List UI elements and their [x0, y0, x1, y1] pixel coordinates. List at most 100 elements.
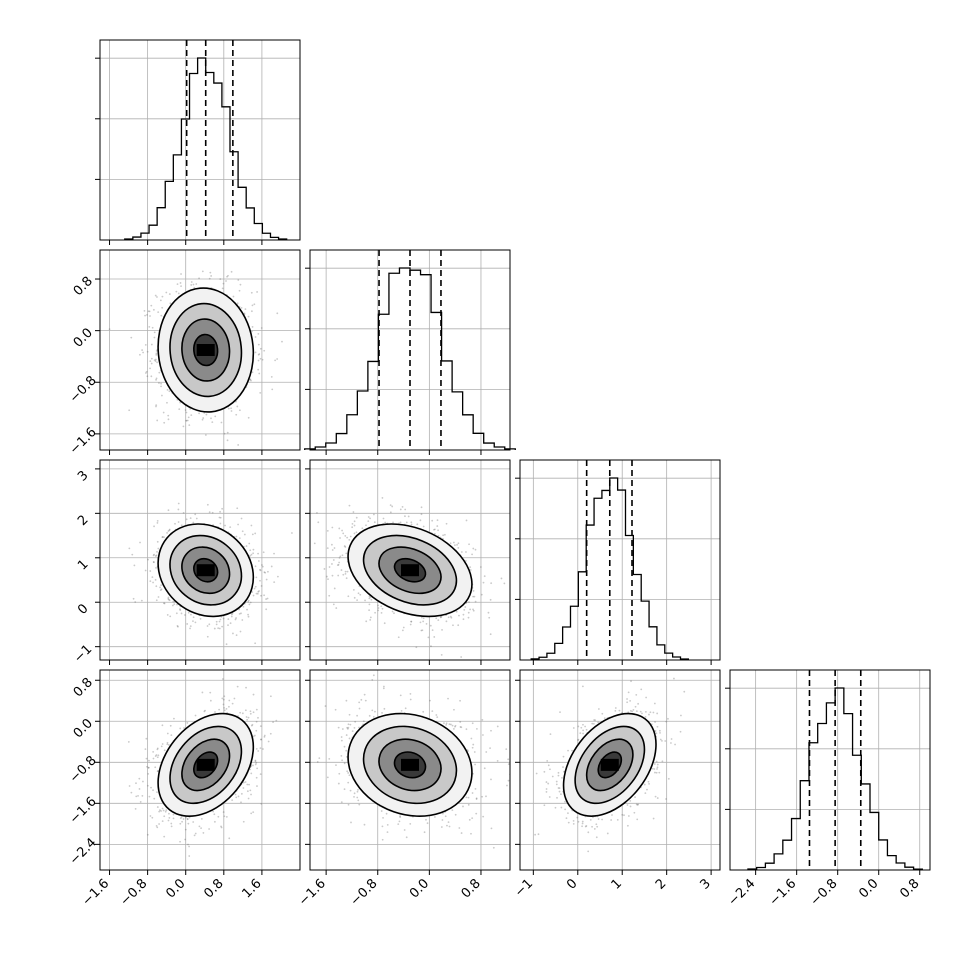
scatter-point	[170, 825, 173, 828]
scatter-point	[658, 771, 661, 774]
scatter-point	[393, 612, 395, 615]
scatter-point	[192, 821, 195, 823]
scatter-point	[160, 385, 162, 388]
scatter-point	[661, 760, 664, 763]
scatter-point	[146, 833, 149, 836]
scatter-point	[132, 597, 135, 600]
scatter-point	[410, 521, 413, 524]
scatter-point	[368, 714, 371, 717]
scatter-point	[217, 815, 220, 818]
scatter-point	[655, 771, 658, 774]
contour-line	[193, 557, 219, 583]
scatter-point	[623, 814, 625, 817]
scatter-point	[359, 593, 362, 596]
scatter-point	[572, 727, 575, 729]
scatter-point	[364, 599, 366, 602]
scatter-point	[255, 747, 258, 750]
scatter-point	[273, 581, 276, 584]
scatter-point	[218, 708, 221, 711]
scatter-point	[130, 336, 133, 339]
scatter-point	[167, 509, 170, 512]
scatter-point	[616, 818, 619, 821]
scatter-point	[582, 729, 585, 732]
scatter-point	[342, 532, 345, 535]
scatter-point	[187, 822, 190, 825]
scatter-point	[194, 621, 197, 624]
scatter-point	[239, 283, 242, 286]
scatter-point	[391, 505, 394, 508]
scatter-point	[398, 820, 401, 823]
scatter-point	[328, 566, 331, 568]
scatter-point	[162, 411, 165, 414]
scatter-point	[254, 763, 257, 766]
histogram-panel-0	[95, 40, 300, 245]
scatter-point	[241, 712, 244, 715]
scatter-point	[244, 781, 247, 783]
histogram-frame-0	[99, 39, 301, 241]
scatter-point	[632, 708, 635, 711]
scatter-point	[409, 692, 412, 695]
scatter-point	[156, 791, 158, 793]
scatter-point	[190, 613, 192, 616]
scatter-point	[347, 803, 350, 806]
scatter-point	[548, 796, 551, 798]
scatter-point	[391, 610, 394, 613]
scatter-point	[601, 712, 604, 715]
scatter-point	[236, 405, 239, 408]
scatter-point	[344, 570, 347, 573]
scatter-point	[260, 327, 263, 329]
scatter-point	[492, 846, 495, 849]
scatter-point	[188, 816, 191, 819]
scatter-point	[228, 705, 230, 708]
scatter-point	[331, 574, 334, 577]
scatter-point	[581, 825, 583, 828]
scatter-point	[150, 357, 153, 360]
scatter-point	[227, 274, 229, 277]
scatter-point	[347, 723, 350, 726]
scatter-point	[358, 701, 361, 704]
contour-line	[347, 712, 473, 817]
scatter-point	[545, 788, 548, 790]
scatter-point	[138, 788, 141, 790]
scatter-point	[254, 565, 257, 568]
scatter-point	[184, 838, 187, 841]
histogram-frame-2	[519, 459, 721, 661]
scatter-point	[460, 656, 463, 658]
scatter-point	[209, 691, 212, 694]
scatter-point	[190, 281, 193, 283]
scatter-point	[445, 620, 448, 623]
scatter-point	[496, 760, 499, 762]
scatter-point	[441, 628, 443, 631]
scatter-point	[144, 569, 147, 572]
scatter-point	[257, 552, 259, 555]
scatter-point	[402, 626, 405, 629]
scatter-point	[381, 838, 384, 841]
scatter-point	[399, 521, 402, 524]
scatter-point	[581, 820, 584, 823]
scatter-point	[155, 378, 157, 381]
scatter-point	[464, 559, 467, 562]
scatter-point	[246, 718, 249, 721]
scatter-point	[611, 814, 613, 816]
scatter-point	[254, 532, 257, 535]
scatter-point	[171, 604, 174, 607]
scatter-point	[169, 615, 172, 618]
scatter-point	[457, 547, 460, 549]
scatter-point	[370, 598, 373, 601]
scatter-point	[176, 625, 179, 627]
scatter-point	[371, 679, 374, 681]
contour-line	[393, 751, 427, 779]
scatter-point	[156, 826, 159, 829]
scatter-point	[470, 832, 472, 835]
scatter-point	[218, 516, 221, 519]
scatter-point	[337, 574, 340, 577]
scatter-point	[187, 611, 190, 614]
scatter-point	[434, 528, 436, 531]
scatter-point	[614, 709, 617, 712]
contour-line	[169, 302, 243, 398]
contour-line	[562, 712, 657, 817]
scatter-point	[147, 558, 149, 561]
scatter-point	[235, 535, 238, 538]
scatter-point	[187, 843, 189, 846]
density-peak	[196, 564, 215, 577]
